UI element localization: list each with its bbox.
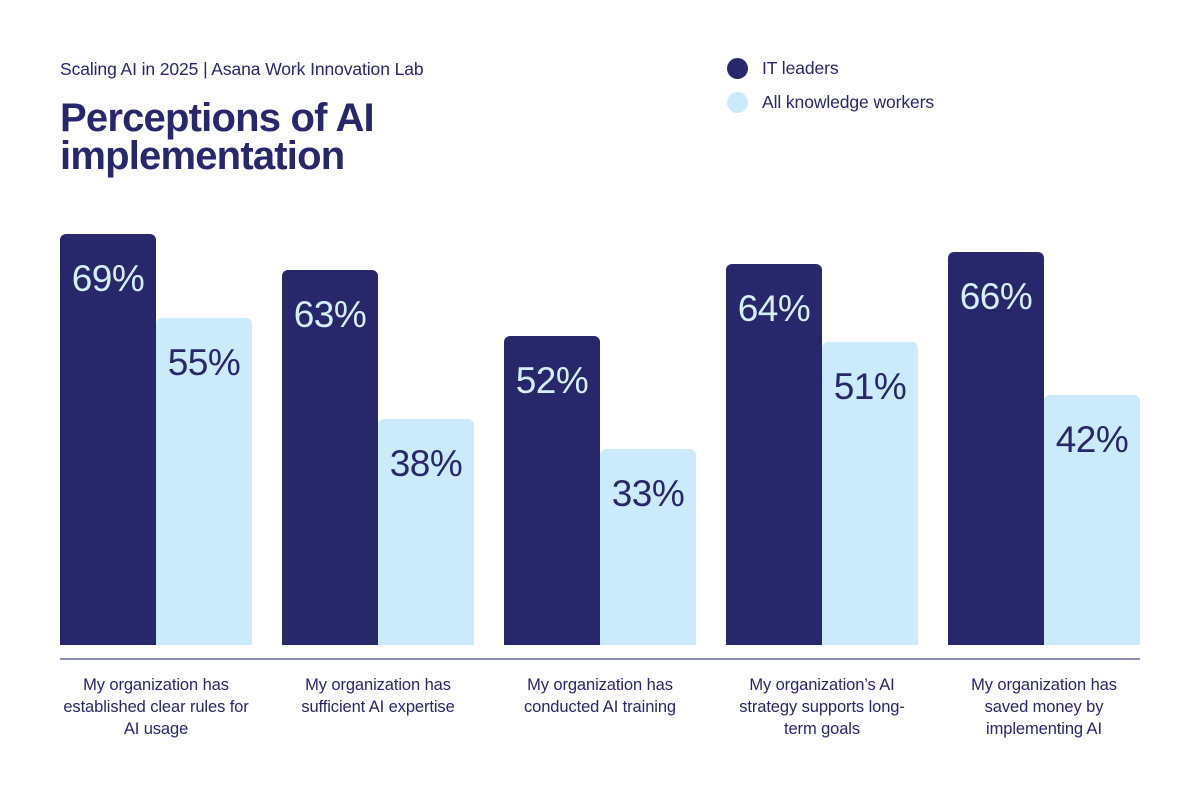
- bar-group-long-term-goals: 64% 51%: [726, 264, 918, 645]
- bar-group-ai-training: 52% 33%: [504, 336, 696, 645]
- legend-label-it-leaders: IT leaders: [762, 58, 839, 78]
- page-title: Perceptions of AI implementation: [60, 96, 375, 178]
- bar-value-label: 38%: [389, 443, 463, 484]
- bar-knowledge-workers: 42%: [1044, 395, 1140, 645]
- bar-value-label: 55%: [167, 342, 241, 383]
- bar-it-leaders: 66%: [948, 252, 1044, 645]
- category-label-ai-training: My organization has conducted AI trainin…: [523, 676, 676, 716]
- legend-label-knowledge-workers: All knowledge workers: [762, 92, 935, 112]
- bar-value-label: 63%: [293, 294, 367, 335]
- bar-group-ai-expertise: 63% 38%: [282, 270, 474, 645]
- bar-value-label: 69%: [71, 258, 145, 299]
- x-axis-line: [60, 658, 1140, 660]
- bar-value-label: 42%: [1055, 419, 1129, 460]
- bar-it-leaders: 69%: [60, 234, 156, 645]
- bar-group-saved-money: 66% 42%: [948, 252, 1140, 645]
- bar-knowledge-workers: 55%: [156, 318, 252, 645]
- bar-group-clear-rules: 69% 55%: [60, 234, 252, 645]
- plot-area: 69% 55% 63% 38% 52% 33% 64% 51% 66% 42%: [60, 0, 1140, 645]
- legend-item-it-leaders: IT leaders: [727, 58, 934, 79]
- legend-swatch-lightblue-icon: [727, 92, 748, 113]
- bar-value-label: 51%: [833, 366, 907, 407]
- bar-knowledge-workers: 51%: [822, 342, 918, 645]
- bar-it-leaders: 64%: [726, 264, 822, 645]
- category-label-ai-expertise: My organization has sufficient AI expert…: [301, 676, 455, 716]
- legend-item-knowledge-workers: All knowledge workers: [727, 92, 934, 113]
- category-label-long-term-goals: My organization’s AI strategy supports l…: [739, 676, 905, 738]
- bar-value-label: 52%: [515, 360, 589, 401]
- bar-value-label: 64%: [737, 288, 811, 329]
- category-labels-row: My organization has established clear ru…: [60, 674, 1140, 740]
- legend-swatch-navy-icon: [727, 58, 748, 79]
- bar-value-label: 66%: [959, 276, 1033, 317]
- bar-knowledge-workers: 38%: [378, 419, 474, 645]
- category-label-clear-rules: My organization has established clear ru…: [63, 676, 249, 738]
- bar-it-leaders: 52%: [504, 336, 600, 645]
- bar-value-label: 33%: [611, 473, 685, 514]
- bar-knowledge-workers: 33%: [600, 449, 696, 645]
- category-label-saved-money: My organization has saved money by imple…: [971, 676, 1117, 738]
- bar-it-leaders: 63%: [282, 270, 378, 645]
- source-eyebrow: Scaling AI in 2025 | Asana Work Innovati…: [60, 59, 424, 79]
- legend: IT leaders All knowledge workers: [727, 58, 934, 113]
